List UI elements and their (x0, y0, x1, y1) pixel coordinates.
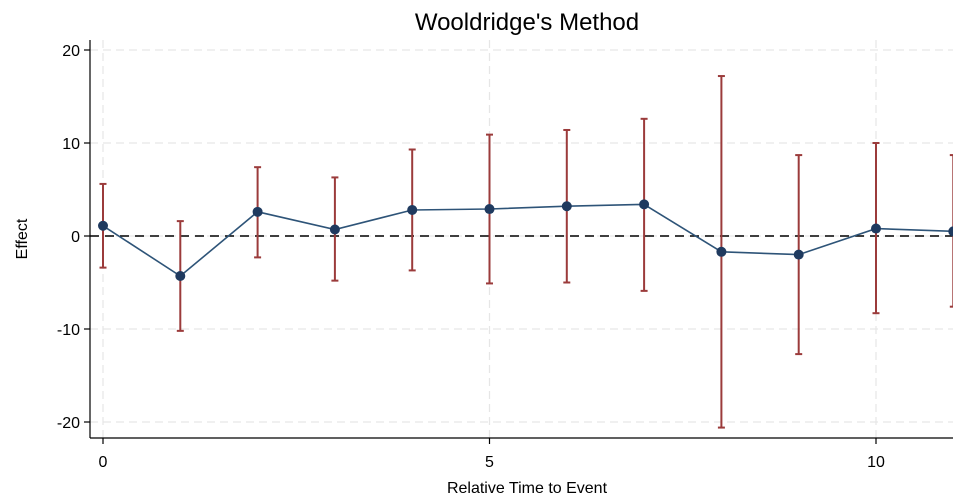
axes-layer: -20 -10 0 10 20 0 5 10 (57, 40, 953, 471)
y-tick-label: 0 (71, 229, 80, 246)
point-estimate (252, 206, 263, 217)
point-estimate (871, 223, 881, 234)
point-estimate (484, 204, 495, 215)
y-tick-label: 20 (62, 43, 80, 60)
point-estimate (716, 246, 727, 257)
point-estimate (407, 204, 418, 215)
y-axis-title: Effect (14, 218, 31, 259)
x-axis-title: Relative Time to Event (447, 480, 608, 497)
estimate-line (102, 203, 953, 277)
y-tick-label: 10 (62, 136, 80, 153)
line-layer (102, 203, 953, 277)
grid-layer (90, 40, 953, 438)
point-estimate (793, 249, 804, 260)
point-estimate (561, 201, 572, 212)
point-estimate (639, 199, 650, 210)
x-tick-label: 0 (99, 454, 108, 471)
ci-layer (99, 75, 953, 429)
y-tick-label: -10 (57, 322, 80, 339)
x-tick-label: 10 (867, 454, 885, 471)
y-tick-label: -20 (57, 415, 80, 432)
chart-title: Wooldridge's Method (415, 9, 639, 36)
point-estimate (98, 220, 108, 231)
points-layer (98, 199, 953, 281)
point-estimate (948, 226, 953, 237)
point-estimate (329, 224, 340, 235)
point-estimate (175, 270, 186, 281)
x-tick-label: 5 (485, 454, 494, 471)
